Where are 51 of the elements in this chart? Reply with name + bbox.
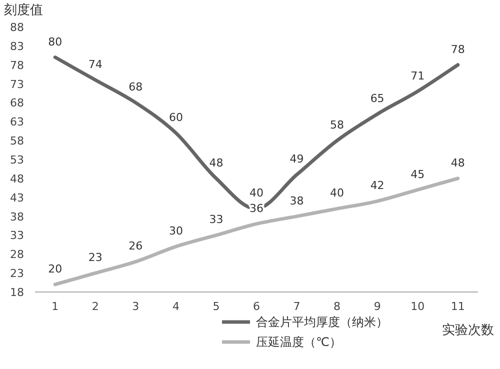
- x-tick-label: 5: [212, 300, 220, 313]
- y-tick-label: 88: [10, 21, 24, 34]
- data-label: 26: [128, 240, 143, 253]
- data-label: 80: [48, 35, 62, 48]
- data-label: 49: [290, 152, 304, 166]
- y-tick-label: 33: [10, 229, 24, 242]
- data-label: 20: [48, 262, 62, 276]
- x-tick-label: 1: [52, 300, 59, 313]
- x-tick-label: 8: [334, 300, 341, 313]
- legend-label: 合金片平均厚度（纳米）: [256, 315, 388, 329]
- data-label: 48: [450, 156, 465, 170]
- data-label: 68: [128, 80, 143, 94]
- data-label: 60: [168, 111, 183, 124]
- data-label: 42: [370, 179, 384, 192]
- data-label: 40: [250, 186, 264, 200]
- data-label: 40: [330, 186, 344, 200]
- data-label: 71: [410, 69, 425, 82]
- y-axis-title: 刻度值: [4, 2, 43, 18]
- y-tick-label: 78: [10, 58, 24, 72]
- y-tick-label: 48: [10, 172, 24, 186]
- x-tick-label: 9: [374, 300, 381, 313]
- y-tick-label: 28: [10, 248, 24, 262]
- y-tick-label: 73: [10, 78, 24, 91]
- y-tick-label: 83: [10, 40, 24, 53]
- data-label: 23: [88, 251, 102, 264]
- x-tick-label: 3: [132, 300, 140, 313]
- y-tick-label: 38: [10, 210, 24, 224]
- legend-label: 压延温度（℃）: [256, 335, 342, 349]
- data-label: 30: [168, 224, 183, 238]
- x-tick-label: 10: [410, 300, 425, 313]
- y-tick-label: 23: [10, 267, 24, 280]
- x-tick-label: 6: [253, 300, 260, 313]
- y-tick-label: 18: [10, 286, 24, 299]
- y-tick-label: 68: [10, 96, 24, 110]
- y-tick-label: 58: [10, 134, 24, 148]
- data-label: 33: [209, 213, 224, 226]
- data-label: 74: [88, 58, 102, 71]
- x-tick-label: 2: [92, 300, 99, 313]
- y-tick-label: 43: [10, 191, 24, 204]
- data-label: 58: [330, 118, 344, 132]
- data-label: 38: [290, 194, 304, 208]
- data-label: 48: [209, 156, 224, 170]
- x-tick-label: 7: [293, 300, 300, 313]
- y-tick-label: 53: [10, 154, 24, 166]
- x-tick-label: 4: [172, 300, 180, 313]
- x-axis-title: 实验次数: [442, 323, 494, 338]
- y-tick-label: 63: [10, 116, 24, 129]
- data-label: 78: [450, 42, 465, 56]
- data-label: 45: [410, 168, 425, 181]
- data-label: 65: [370, 92, 384, 106]
- x-tick-label: 11: [450, 300, 465, 313]
